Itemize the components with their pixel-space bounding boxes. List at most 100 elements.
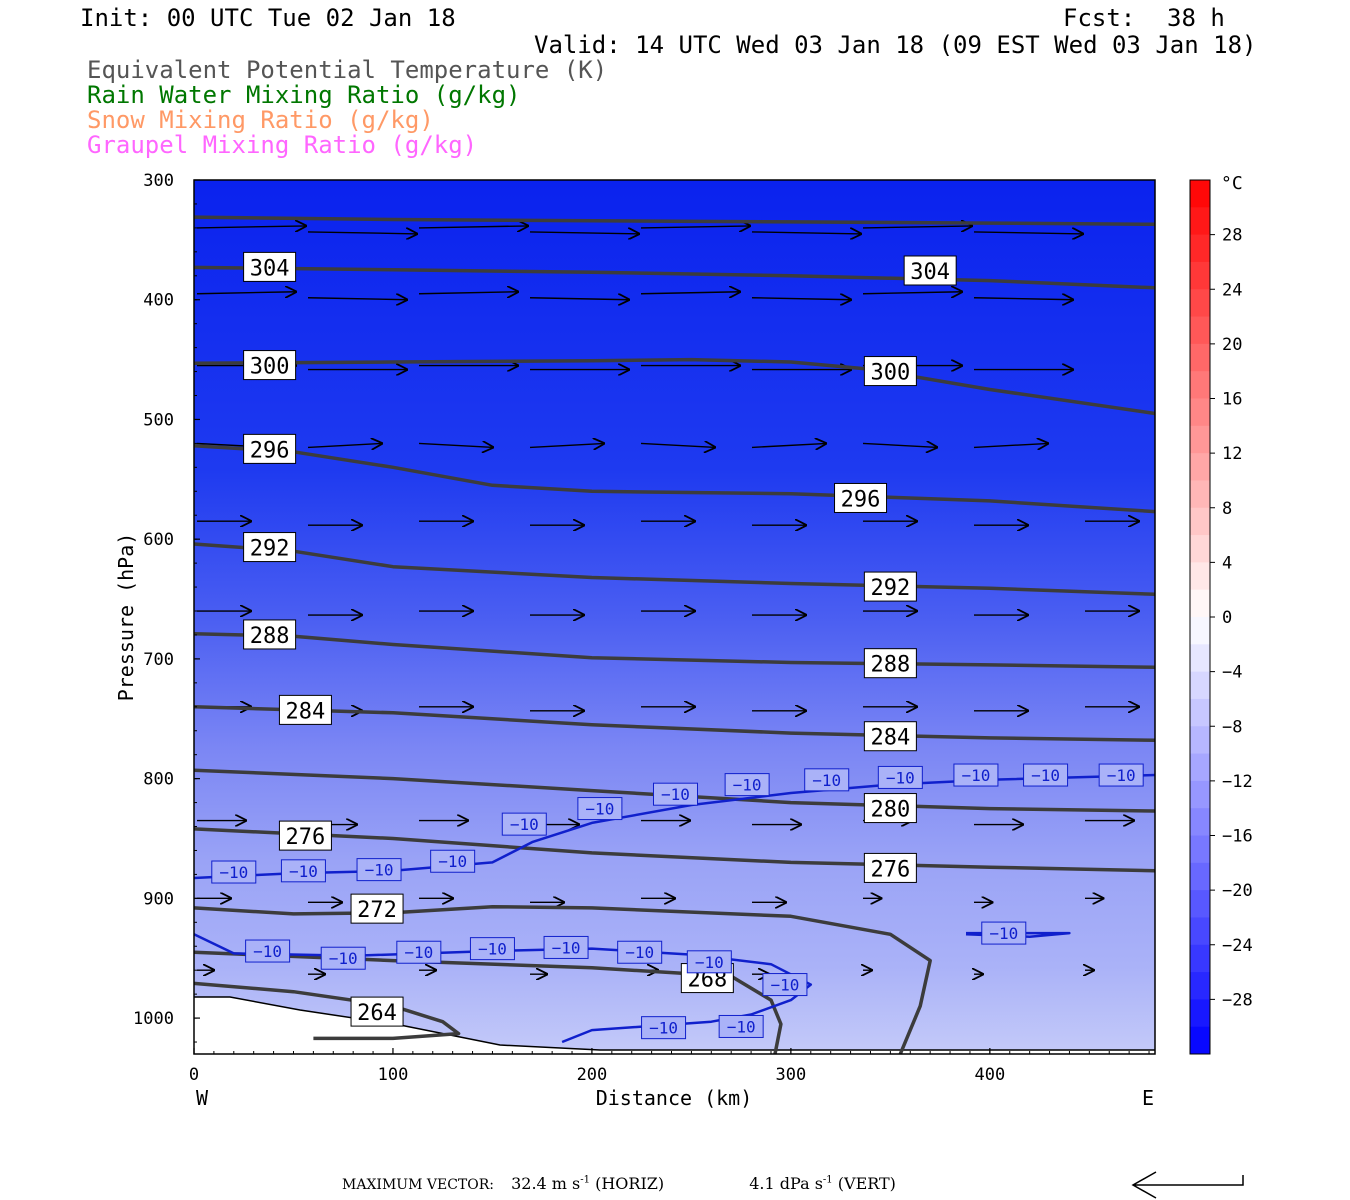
temperature-label: −10	[695, 953, 724, 972]
colorbar-swatch	[1190, 808, 1210, 836]
contour-labels: 304 304 300 300 296 296 292 292 288 288 284 284 280 2…	[211, 251, 1144, 1040]
west-label: W	[196, 1086, 209, 1110]
temperature-label-box	[320, 946, 366, 970]
temperature-label: −10	[478, 940, 507, 959]
colorbar-swatch	[1190, 425, 1210, 454]
colorbar-swatch	[1190, 999, 1210, 1028]
theta-e-label-box	[863, 571, 917, 602]
colorbar-swatch	[1190, 535, 1210, 563]
wind-vector	[862, 443, 938, 447]
wind-vector	[751, 298, 852, 300]
temperature-label: −10	[289, 862, 318, 881]
colorbar-swatch	[1190, 780, 1210, 809]
wind-vector	[196, 226, 307, 228]
wind-vector	[307, 298, 408, 300]
temperature-label-box	[245, 939, 291, 963]
legend-snow: Snow Mixing Ratio (g/kg)	[87, 106, 434, 134]
colorbar-swatch	[1190, 371, 1210, 399]
plot-frame	[193, 179, 1156, 1055]
temperature-label-box	[396, 940, 442, 964]
colorbar-swatch	[1190, 890, 1210, 918]
colorbar-label: 8	[1222, 499, 1232, 519]
y-tick-label: 800	[143, 770, 174, 790]
theta-e-label-box	[350, 893, 404, 924]
theta-e-label-box	[834, 482, 888, 513]
theta-e-line	[193, 215, 1156, 227]
vertical-max-exponent: -1	[822, 1174, 833, 1186]
colorbar-swatch	[1190, 180, 1210, 208]
legend-graupel: Graupel Mixing Ratio (g/kg)	[87, 131, 478, 159]
theta-e-label-box	[863, 852, 917, 883]
theta-e-label: 284	[871, 726, 911, 751]
legend-theta-e: Equivalent Potential Temperature (K)	[87, 56, 608, 84]
temperature-label-box	[469, 937, 515, 961]
valid-time: Valid: 14 UTC Wed 03 Jan 18 (09 EST Wed …	[534, 31, 1257, 59]
temperature-label-box	[211, 860, 257, 884]
colorbar-label: −8	[1222, 717, 1242, 737]
temperature-label-box	[953, 763, 999, 787]
colorbar-swatch	[1190, 835, 1210, 864]
vertical-max-unit: dPa s	[779, 1174, 823, 1193]
colorbar: 28 24 20 16 12 8 4 0 −4 −8 −12 −16 −20 −24 −28	[1189, 179, 1253, 1055]
theta-e-label: 296	[841, 487, 881, 512]
wind-vector	[196, 292, 297, 294]
temperature-label-box	[718, 1014, 764, 1038]
theta-e-label-box	[863, 793, 917, 824]
temperature-label-box	[1023, 763, 1069, 787]
theta-e-label-box	[243, 433, 297, 464]
x-tick-label: 300	[776, 1065, 807, 1085]
temperature-label-box	[877, 765, 923, 789]
theta-e-label: 296	[250, 438, 290, 463]
theta-e-label-box	[278, 694, 332, 725]
colorbar-swatch	[1190, 698, 1210, 727]
theta-e-label: 276	[286, 825, 326, 850]
colorbar-swatch	[1190, 862, 1210, 891]
temperature-label-box	[762, 973, 808, 997]
colorbar-swatch	[1190, 671, 1210, 700]
temperature-label-box	[501, 812, 547, 836]
temperature-label-box	[430, 849, 476, 873]
wind-vector	[640, 443, 716, 447]
wind-vector	[862, 226, 973, 228]
theta-e-label-box	[903, 255, 957, 286]
temperature-label: −10	[733, 776, 762, 795]
theta-e-label-box	[863, 648, 917, 679]
colorbar-swatch	[1190, 453, 1210, 481]
colorbar-label: 0	[1222, 608, 1232, 628]
x-tick-label: 200	[577, 1065, 608, 1085]
temperature-label: −10	[812, 771, 841, 790]
theta-e-line	[193, 357, 1156, 416]
wind-vector	[973, 232, 1084, 234]
theta-e-label: 300	[250, 355, 290, 380]
theta-e-line	[193, 265, 1156, 290]
y-tick-label: 600	[143, 530, 174, 550]
theta-e-label: 288	[250, 624, 290, 649]
horizontal-max-unit: m s	[551, 1174, 581, 1193]
theta-e-label-box	[243, 619, 297, 650]
init-time: Init: 00 UTC Tue 02 Jan 18	[80, 4, 456, 32]
temperature-label: −10	[770, 976, 799, 995]
temperature-label: −10	[510, 815, 539, 834]
wind-vector	[529, 232, 640, 234]
temperature-label: −10	[961, 766, 990, 785]
x-axis-title: Distance (km)	[596, 1086, 753, 1110]
colorbar-swatch	[1190, 562, 1210, 591]
temperature-label-box	[617, 940, 663, 964]
colorbar-swatch	[1190, 972, 1210, 1000]
theta-e-label: 300	[871, 361, 911, 386]
colorbar-label: 16	[1222, 390, 1242, 410]
horizontal-max-value: 32.4	[511, 1174, 547, 1193]
temperature-label: −10	[438, 852, 467, 871]
wind-vector	[307, 232, 418, 234]
wind-vector	[418, 292, 519, 294]
x-tick-label: 400	[974, 1065, 1005, 1085]
theta-e-label: 284	[286, 699, 326, 724]
temperature-label: −10	[219, 863, 248, 882]
theta-e-label: 264	[357, 1001, 397, 1026]
theta-e-label: 292	[871, 576, 911, 601]
horizontal-tag: (HORIZ)	[595, 1174, 665, 1193]
colorbar-swatch	[1190, 234, 1210, 263]
temperature-label: −10	[661, 785, 690, 804]
colorbar-label: −16	[1222, 827, 1253, 847]
wind-vector	[307, 443, 383, 447]
